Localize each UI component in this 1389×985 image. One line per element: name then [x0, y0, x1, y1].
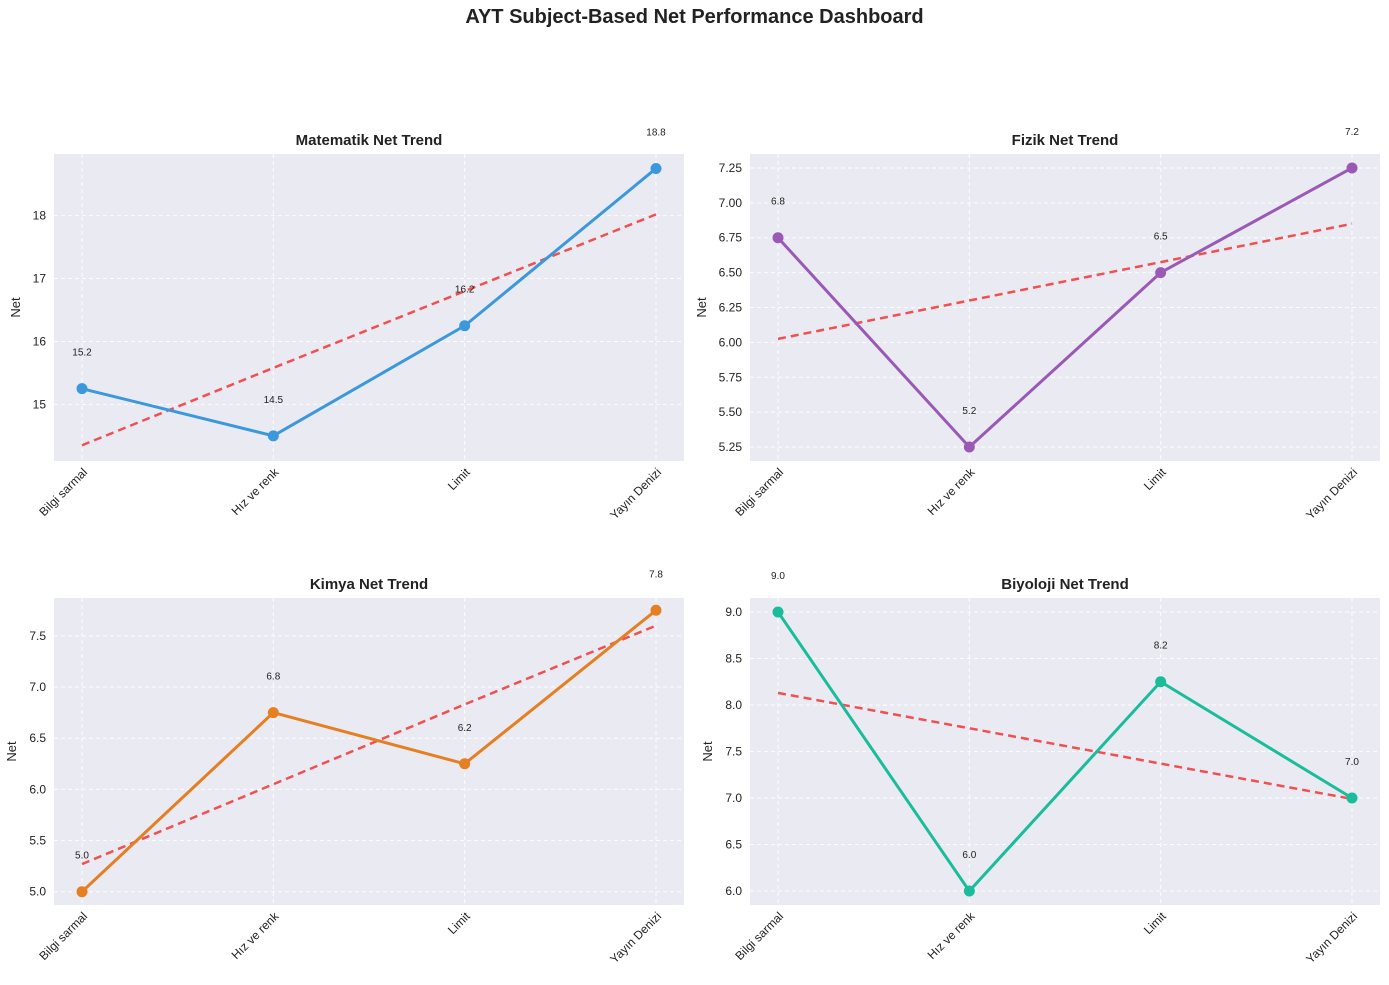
subplot-1: 15 16 17 18 Bilgi sarmal Hız ve renk Limit Yayı…: [8, 127, 684, 522]
subplot-title: Fizik Net Trend: [1012, 132, 1119, 149]
dashboard-title: AYT Subject-Based Net Performance Dashbo…: [465, 6, 924, 28]
data-point: [1155, 676, 1167, 688]
y-tick-label: 5.5: [29, 834, 46, 848]
y-tick-label: 6.5: [725, 838, 742, 852]
y-axis-label: Net: [4, 741, 19, 762]
data-label: 6.8: [266, 672, 280, 683]
x-tick-label: Bilgi sarmal: [732, 465, 786, 519]
y-tick-label: 7.5: [725, 745, 742, 759]
y-axis-label: Net: [700, 741, 715, 762]
x-tick-label: Bilgi sarmal: [732, 909, 786, 963]
data-label: 18.8: [646, 127, 666, 138]
x-tick-label: Yayın Denizi: [607, 909, 664, 966]
y-tick-label: 8.0: [725, 698, 742, 712]
data-label: 6.8: [771, 197, 785, 208]
series-line: [776, 611, 1353, 893]
y-axis-label: Net: [694, 297, 709, 318]
y-tick-label: 15: [33, 397, 47, 411]
data-point: [76, 383, 88, 395]
y-tick-label: 17: [33, 272, 47, 286]
x-tick-label: Limit: [1141, 465, 1169, 493]
data-point: [459, 758, 471, 770]
data-label: 6.0: [962, 850, 976, 861]
trend-line: [777, 691, 1353, 801]
series-line: [776, 166, 1353, 449]
y-tick-label: 5.25: [719, 440, 743, 454]
x-tick-label: Yayın Denizi: [1303, 465, 1360, 522]
data-point: [650, 162, 662, 174]
y-tick-label: 7.5: [29, 629, 46, 643]
y-tick-label: 6.0: [29, 782, 46, 796]
y-tick-label: 6.0: [725, 884, 742, 898]
y-tick-label: 6.75: [719, 231, 743, 245]
data-point: [1346, 162, 1358, 174]
data-point: [772, 232, 784, 244]
data-point: [963, 441, 975, 453]
data-point: [267, 430, 279, 442]
y-tick-label: 5.75: [719, 370, 743, 384]
y-tick-label: 7.0: [725, 791, 742, 805]
x-tick-label: Hız ve renk: [229, 909, 283, 963]
x-tick-label: Limit: [1141, 909, 1169, 937]
x-tick-label: Bilgi sarmal: [36, 909, 90, 963]
data-point: [76, 886, 88, 898]
x-tick-label: Limit: [445, 465, 473, 493]
y-tick-label: 6.00: [719, 335, 743, 349]
plot-area: [54, 598, 684, 905]
x-tick-label: Hız ve renk: [229, 465, 283, 519]
x-tick-label: Yayın Denizi: [1303, 909, 1360, 966]
data-point: [267, 707, 279, 719]
data-label: 5.2: [962, 406, 976, 417]
x-tick-label: Hız ve renk: [925, 465, 979, 519]
data-label: 7.0: [1345, 757, 1359, 768]
x-tick-label: Yayın Denizi: [607, 465, 664, 522]
data-label: 14.5: [264, 395, 284, 406]
y-axis-label: Net: [8, 297, 23, 318]
y-tick-label: 6.5: [29, 731, 46, 745]
series-line: [80, 609, 657, 893]
data-label: 15.2: [72, 348, 92, 359]
subplot-title: Kimya Net Trend: [310, 576, 428, 593]
y-tick-label: 18: [33, 209, 47, 223]
y-tick-label: 8.5: [725, 651, 742, 665]
data-label: 7.8: [649, 569, 663, 580]
data-label: 7.2: [1345, 127, 1359, 138]
trend-line: [777, 222, 1353, 341]
y-tick-label: 7.25: [719, 161, 743, 175]
y-tick-label: 6.25: [719, 301, 743, 315]
data-point: [650, 604, 662, 616]
x-tick-label: Hız ve renk: [925, 909, 979, 963]
y-tick-label: 6.50: [719, 266, 743, 280]
data-label: 8.2: [1154, 641, 1168, 652]
data-label: 16.2: [455, 285, 475, 296]
x-tick-label: Bilgi sarmal: [36, 465, 90, 519]
y-tick-label: 16: [33, 334, 47, 348]
data-point: [963, 885, 975, 897]
subplot-title: Matematik Net Trend: [296, 132, 443, 149]
y-tick-label: 7.0: [29, 680, 46, 694]
data-label: 5.0: [75, 851, 89, 862]
subplot-4: 6.0 6.5 7.0 7.5 8.0 8.5 9.0 Bilgi sarmal Hız ve …: [700, 571, 1380, 966]
subplot-3: 5.0 5.5 6.0 6.5 7.0 7.5 Bilgi sarmal Hız ve ren…: [4, 569, 684, 966]
data-point: [1346, 792, 1358, 804]
data-label: 9.0: [771, 571, 785, 582]
subplot-title: Biyoloji Net Trend: [1001, 576, 1129, 593]
data-point: [459, 320, 471, 332]
data-label: 6.2: [458, 723, 472, 734]
y-tick-label: 5.0: [29, 885, 46, 899]
series-line: [81, 167, 657, 438]
data-point: [772, 606, 784, 618]
subplot-2: 5.25 5.50 5.75 6.00 6.25 6.50 6.75 7.00 7.25 Bilg…: [694, 127, 1380, 522]
data-label: 6.5: [1154, 232, 1168, 243]
plot-area: [54, 154, 684, 461]
x-tick-label: Limit: [445, 909, 473, 937]
y-tick-label: 9.0: [725, 605, 742, 619]
data-point: [1155, 267, 1167, 279]
y-tick-label: 5.50: [719, 405, 743, 419]
y-tick-label: 7.00: [719, 196, 743, 210]
